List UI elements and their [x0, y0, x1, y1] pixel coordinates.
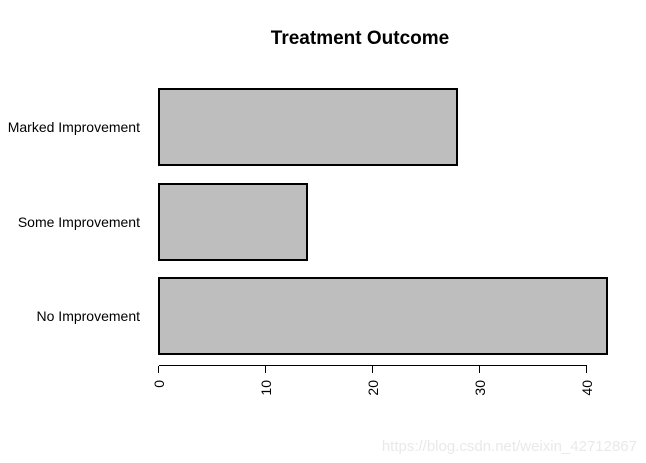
x-axis-tick: [158, 365, 159, 373]
chart-title: Treatment Outcome: [270, 28, 450, 49]
x-axis-tick-label: 20: [364, 380, 381, 396]
x-axis-tick-label: 10: [257, 380, 274, 396]
category-label: Some Improvement: [17, 213, 140, 230]
bar-no-improvement: [158, 276, 608, 355]
bar-some-improvement: [158, 182, 308, 261]
watermark: https://blog.csdn.net/weixin_42712867: [381, 438, 637, 455]
x-axis-tick-label: 0: [150, 380, 167, 388]
bar-marked-improvement: [158, 87, 458, 166]
category-label: No Improvement: [36, 307, 140, 324]
x-axis-tick: [265, 365, 267, 373]
x-axis-line: [158, 364, 587, 366]
x-axis-tick-label: 40: [578, 380, 595, 396]
x-axis-tick-label: 30: [471, 380, 488, 396]
category-label: Marked Improvement: [7, 118, 140, 135]
x-axis-tick: [372, 365, 374, 373]
x-axis-tick: [586, 365, 588, 373]
x-axis-tick: [479, 365, 481, 373]
